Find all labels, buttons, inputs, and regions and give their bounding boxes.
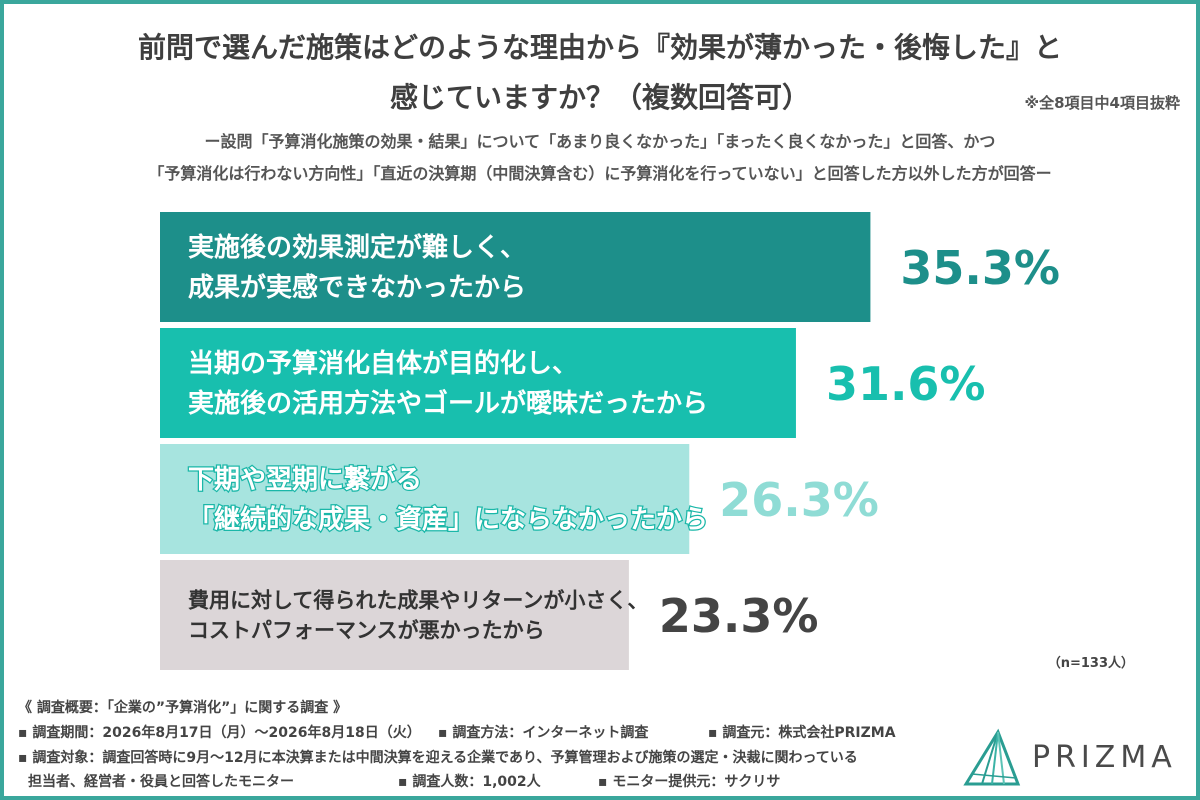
bar-2 <box>160 328 796 438</box>
survey-heading: 《 調査概要：「企業の”予算消化”」に関する調査 》 <box>18 700 348 716</box>
survey-row-1: ▪ 調査期間：2026年8月17日（月）〜2026年8月18日（火） ▪ 調査方法… <box>18 722 896 742</box>
category-label-3-line-2: 「継続的な成果・資産」にならなかったから <box>188 504 708 535</box>
bar-4 <box>160 560 629 670</box>
category-label-4-line-2: コストパフォーマンスが悪かったから <box>188 618 545 642</box>
category-label-2-line-2: 実施後の活用方法やゴールが曖昧だったから <box>188 388 708 419</box>
bar-3 <box>160 444 690 554</box>
value-label-3: 26.3% <box>719 473 879 527</box>
subtitle-line2: 「予算消化は行わない方向性」「直近の決算期（中間決算含む）に予算消化を行っていな… <box>148 164 1052 183</box>
category-label-4-line-1: 費用に対して得られた成果やリターンが小さく、 <box>188 588 648 612</box>
prizma-logo: PRIZMA <box>962 728 1182 788</box>
survey-method: ▪ 調査方法：インターネット調査 <box>438 725 649 741</box>
survey-provider: ▪ モニター提供元：サクリサ <box>598 774 781 790</box>
category-label-1-line-1: 実施後の効果測定が難しく、 <box>188 232 526 263</box>
survey-period: ▪ 調査期間：2026年8月17日（月）〜2026年8月18日（火） <box>18 725 421 741</box>
subtitle-line1: ー設問「予算消化施策の効果・結果」について「あまり良くなかった」「まったく良くな… <box>204 132 996 151</box>
survey-target-line2: 担当者、経営者・役員と回答したモニター <box>28 774 294 790</box>
survey-org: ▪ 調査元：株式会社PRIZMA <box>708 725 896 741</box>
value-label-1: 35.3% <box>900 241 1060 295</box>
category-label-2-line-1: 当期の予算消化自体が目的化し、 <box>188 348 578 379</box>
category-label-3-line-1: 下期や翌期に繋がる <box>188 464 422 495</box>
value-label-2: 31.6% <box>826 357 986 411</box>
value-label-4: 23.3% <box>659 589 819 643</box>
chart-title-line2: 感じていますか？（複数回答可） <box>389 81 810 114</box>
survey-target-line1: ▪ 調査対象：調査回答時に9月〜12月に本決算または中間決算を迎える企業であり、… <box>18 750 858 766</box>
category-label-1-line-2: 成果が実感できなかったから <box>188 272 526 303</box>
sample-size-label: （n=133人） <box>1047 656 1134 671</box>
excerpt-note: ※全8項目中4項目抜粋 <box>1024 94 1180 112</box>
logo-text: PRIZMA <box>1032 740 1177 775</box>
prizma-logo-icon <box>963 728 1021 786</box>
bar-1 <box>160 212 871 322</box>
survey-row-3: 担当者、経営者・役員と回答したモニター ▪ 調査人数：1,002人 ▪ モニター提供… <box>18 771 780 791</box>
chart-title-line1: 前問で選んだ施策はどのような理由から『効果が薄かった・後悔した』と <box>137 31 1062 64</box>
survey-count: ▪ 調査人数：1,002人 <box>398 774 541 790</box>
